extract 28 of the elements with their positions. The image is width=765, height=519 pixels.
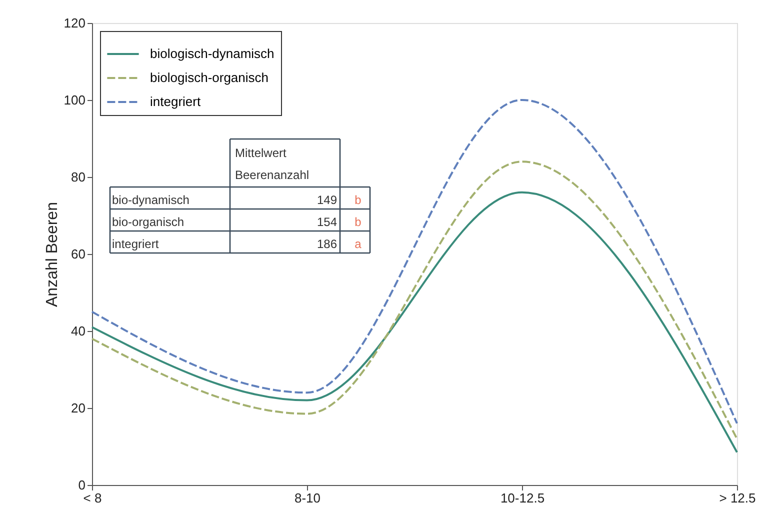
y-tick-label: 20	[71, 400, 86, 416]
annotation: 154	[316, 215, 338, 229]
y-tick-label: 0	[78, 478, 86, 492]
legend-label: biologisch-dynamisch	[150, 46, 274, 61]
annotation: b	[354, 193, 362, 207]
annotation: b	[354, 215, 362, 229]
y-tick-label: 40	[71, 324, 86, 338]
x-tick-label: 8-10	[294, 490, 321, 506]
annotation: integriert	[112, 237, 160, 251]
annotation: Mittelwert	[235, 146, 288, 160]
y-tick-label: 60	[71, 246, 86, 262]
y-tick-label: 100	[64, 92, 86, 108]
annotation: 186	[316, 237, 338, 251]
y-axis-title: Anzahl Beeren	[44, 202, 61, 307]
x-tick-label: > 12.5	[719, 490, 756, 506]
line-series	[91, 191, 738, 454]
annotation: bio-organisch	[112, 215, 184, 229]
annotation: 149	[316, 193, 338, 207]
x-tick-label: 10-12.5	[500, 490, 545, 506]
y-tick-label: 120	[64, 16, 86, 30]
annotation: bio-dynamisch	[112, 193, 190, 207]
x-tick-label: < 8	[83, 490, 102, 506]
y-tick-label: 80	[71, 170, 86, 184]
legend-label: integriert	[150, 94, 201, 109]
legend-label: biologisch-organisch	[150, 70, 269, 85]
line-series	[91, 160, 738, 440]
annotation: Beerenanzahl	[235, 168, 310, 182]
annotation: a	[354, 237, 362, 251]
